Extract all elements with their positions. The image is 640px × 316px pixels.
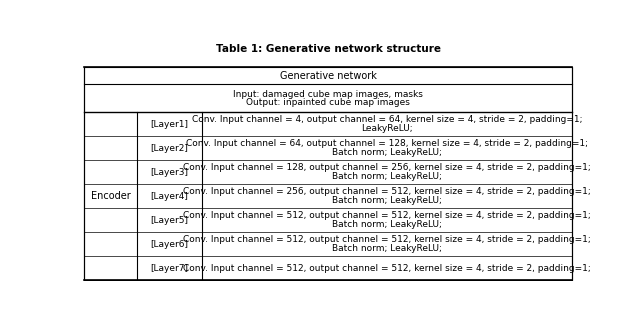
FancyBboxPatch shape [84,67,572,280]
Text: [Layer2]: [Layer2] [150,143,188,153]
Text: Conv. Input channel = 512, output channel = 512, kernel size = 4, stride = 2, pa: Conv. Input channel = 512, output channe… [183,211,591,220]
Text: LeakyReLU;: LeakyReLU; [361,124,413,133]
Text: Conv. Input channel = 256, output channel = 512, kernel size = 4, stride = 2, pa: Conv. Input channel = 256, output channe… [183,187,591,196]
Text: Table 1: Generative network structure: Table 1: Generative network structure [216,44,440,54]
Text: Input: damaged cube map images, masks: Input: damaged cube map images, masks [233,89,423,99]
Text: Batch norm; LeakyReLU;: Batch norm; LeakyReLU; [332,172,442,181]
Text: [Layer6]: [Layer6] [150,240,188,249]
Text: Batch norm; LeakyReLU;: Batch norm; LeakyReLU; [332,196,442,205]
Text: Batch norm; LeakyReLU;: Batch norm; LeakyReLU; [332,220,442,229]
Text: Conv. Input channel = 512, output channel = 512, kernel size = 4, stride = 2, pa: Conv. Input channel = 512, output channe… [183,264,591,272]
Text: Generative network: Generative network [280,71,376,81]
Text: Batch norm; LeakyReLU;: Batch norm; LeakyReLU; [332,244,442,253]
Text: [Layer4]: [Layer4] [150,191,188,201]
Text: Conv. Input channel = 4, output channel = 64, kernel size = 4, stride = 2, paddi: Conv. Input channel = 4, output channel … [191,115,582,124]
Text: [Layer7]: [Layer7] [150,264,188,272]
Text: [Layer3]: [Layer3] [150,167,188,177]
Text: Batch norm; LeakyReLU;: Batch norm; LeakyReLU; [332,148,442,157]
Text: Conv. Input channel = 64, output channel = 128, kernel size = 4, stride = 2, pad: Conv. Input channel = 64, output channel… [186,139,588,148]
Text: Output: inpainted cube map images: Output: inpainted cube map images [246,98,410,107]
Text: Conv. Input channel = 128, output channel = 256, kernel size = 4, stride = 2, pa: Conv. Input channel = 128, output channe… [183,163,591,172]
Text: Encoder: Encoder [91,191,131,201]
Text: Conv. Input channel = 512, output channel = 512, kernel size = 4, stride = 2, pa: Conv. Input channel = 512, output channe… [183,235,591,244]
Text: [Layer5]: [Layer5] [150,216,188,225]
Text: [Layer1]: [Layer1] [150,120,188,129]
